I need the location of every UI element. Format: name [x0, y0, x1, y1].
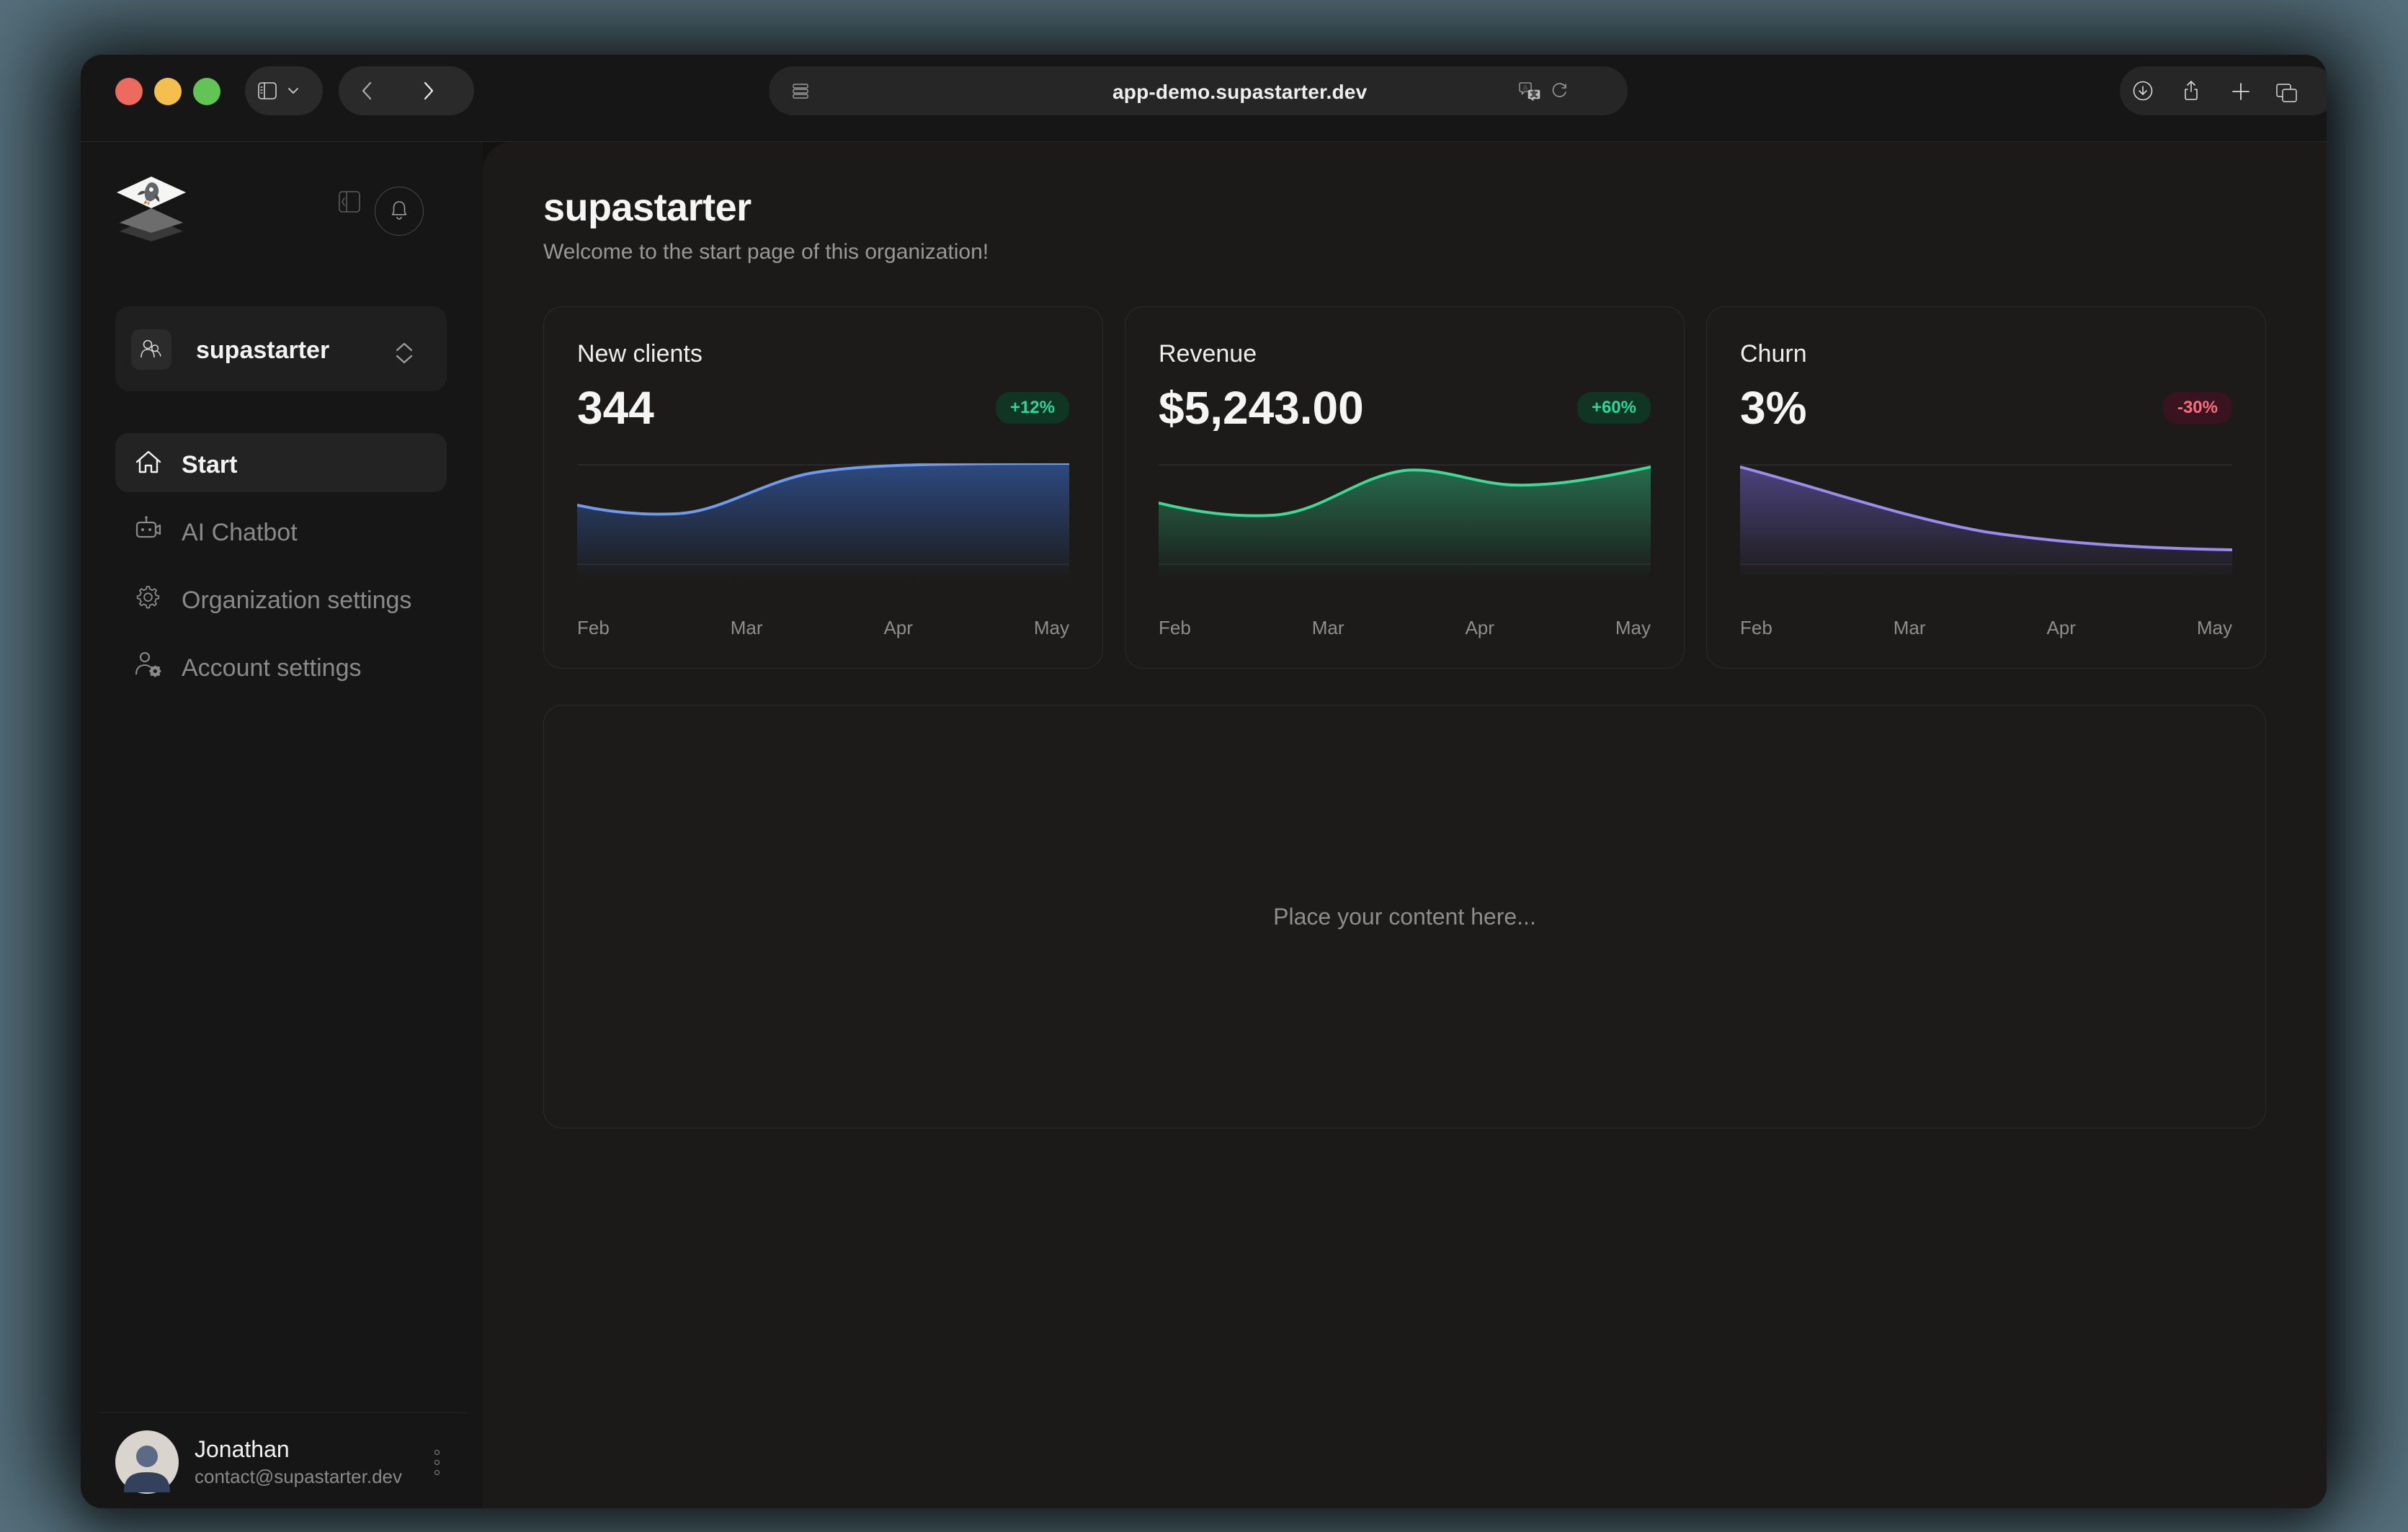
svg-text:文: 文	[1530, 90, 1538, 98]
svg-text:A: A	[1523, 84, 1528, 92]
